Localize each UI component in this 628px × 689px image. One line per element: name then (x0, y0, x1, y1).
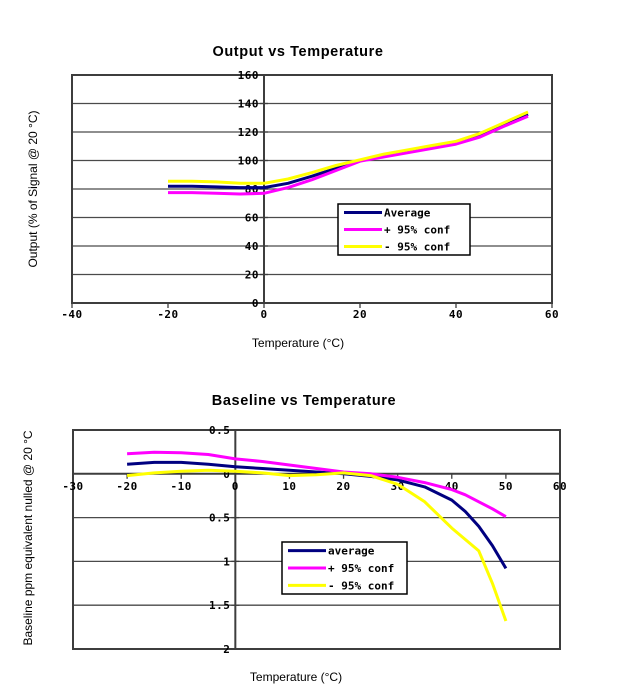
x-tick-label: 60 (545, 308, 559, 321)
y-tick-label: 40 (245, 240, 259, 253)
plot-border (72, 429, 561, 650)
output-vs-temperature-chart: Output vs Temperature -40 -20 0 20 40 60 160 14… (26, 44, 559, 350)
y-tick-label: 1 (223, 555, 230, 568)
legend-label: + 95% conf (384, 224, 450, 237)
y-tick-label: 160 (238, 69, 259, 82)
series-line-95-conf (126, 468, 508, 622)
plot-border (71, 74, 553, 304)
chart-title: Output vs Temperature (212, 44, 383, 60)
y-tick-label: 60 (245, 212, 259, 225)
y-axis-label: Output (% of Signal @ 20 °C) (26, 110, 40, 267)
plot-area: -30 -20 -10 0 10 20 30 40 50 600.500.511.52 (62, 424, 567, 656)
x-tick-label: 10 (282, 480, 296, 493)
legend-label: Average (384, 207, 431, 220)
legend-label: - 95% conf (328, 579, 394, 592)
series-line-average (168, 112, 529, 190)
series-line-95-conf (168, 110, 529, 185)
x-tick-label: 40 (449, 308, 463, 321)
x-axis-label: Temperature (°C) (250, 670, 342, 684)
chart-title: Baseline vs Temperature (212, 393, 396, 409)
x-tick-label: 0 (232, 480, 239, 493)
y-tick-label: 0 (223, 468, 230, 481)
legend-label: + 95% conf (328, 562, 394, 575)
x-tick-label: 0 (260, 308, 267, 321)
legend: average + 95% conf - 95% conf (281, 541, 408, 595)
x-axis-label: Temperature (°C) (252, 336, 344, 350)
series-line-95-conf (168, 114, 529, 196)
legend: Average + 95% conf - 95% conf (337, 203, 471, 256)
y-tick-label: 2 (223, 643, 230, 656)
legend-label: - 95% conf (384, 241, 450, 254)
baseline-vs-temperature-chart: Baseline vs Temperature -30 -20 -10 0 10 20 30… (21, 393, 567, 684)
y-tick-label: 0.5 (209, 512, 230, 525)
x-tick-label: -20 (157, 308, 178, 321)
x-tick-label: -40 (61, 308, 82, 321)
x-tick-label: -20 (116, 480, 137, 493)
y-tick-label: 140 (238, 98, 259, 111)
y-tick-label: 0 (252, 297, 259, 310)
x-tick-label: 20 (353, 308, 367, 321)
y-tick-label: 120 (238, 126, 259, 139)
y-tick-label: 100 (238, 155, 259, 168)
y-tick-label: 0.5 (209, 424, 230, 437)
x-tick-label: 60 (553, 480, 567, 493)
x-tick-label: 50 (499, 480, 513, 493)
y-tick-label: 20 (245, 269, 259, 282)
x-tick-label: -10 (171, 480, 192, 493)
y-tick-label: 1.5 (209, 599, 230, 612)
x-tick-label: -30 (62, 480, 83, 493)
y-axis-label: Baseline ppm equivalent nulled @ 20 °C (21, 430, 35, 645)
legend-label: average (328, 545, 375, 558)
x-tick-label: 20 (336, 480, 350, 493)
